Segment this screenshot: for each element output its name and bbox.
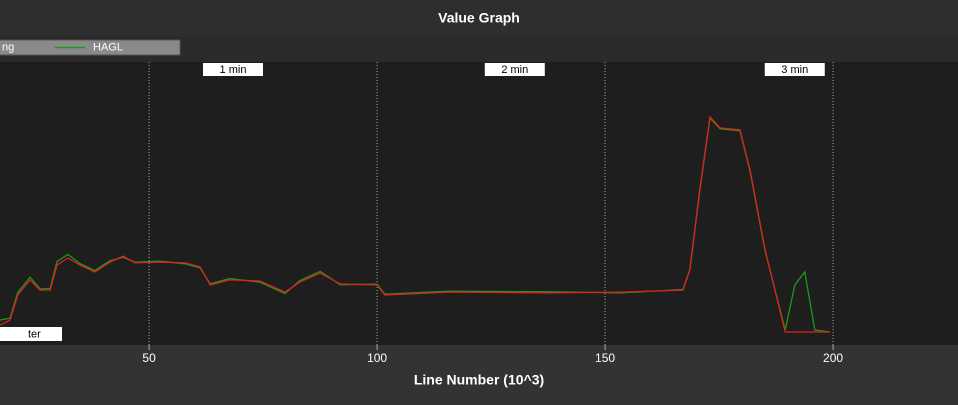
time-marker-label: 1 min — [220, 64, 247, 76]
plot-area — [0, 62, 958, 345]
legend-label: HAGL — [93, 41, 123, 53]
plot: 50 100 150 200 1 min 2 min 3 min — [0, 62, 843, 365]
chart-title: Value Graph — [438, 10, 520, 26]
title-bar — [0, 0, 958, 36]
corner-label: ter — [28, 328, 41, 340]
x-tick-label: 50 — [142, 351, 156, 365]
x-tick-label: 100 — [367, 351, 387, 365]
time-marker-box — [203, 63, 264, 76]
corner-box — [0, 327, 62, 341]
x-tick-label: 150 — [595, 351, 615, 365]
time-marker-box — [764, 63, 825, 76]
legend — [0, 39, 181, 56]
x-tick-label: 200 — [823, 351, 843, 365]
x-axis-label: Line Number (10^3) — [414, 372, 544, 388]
legend-label: ng — [2, 41, 14, 53]
time-marker-label: 2 min — [501, 64, 528, 76]
series-line — [0, 115, 830, 333]
time-marker-label: 3 min — [781, 64, 808, 76]
time-marker-box — [484, 63, 545, 76]
